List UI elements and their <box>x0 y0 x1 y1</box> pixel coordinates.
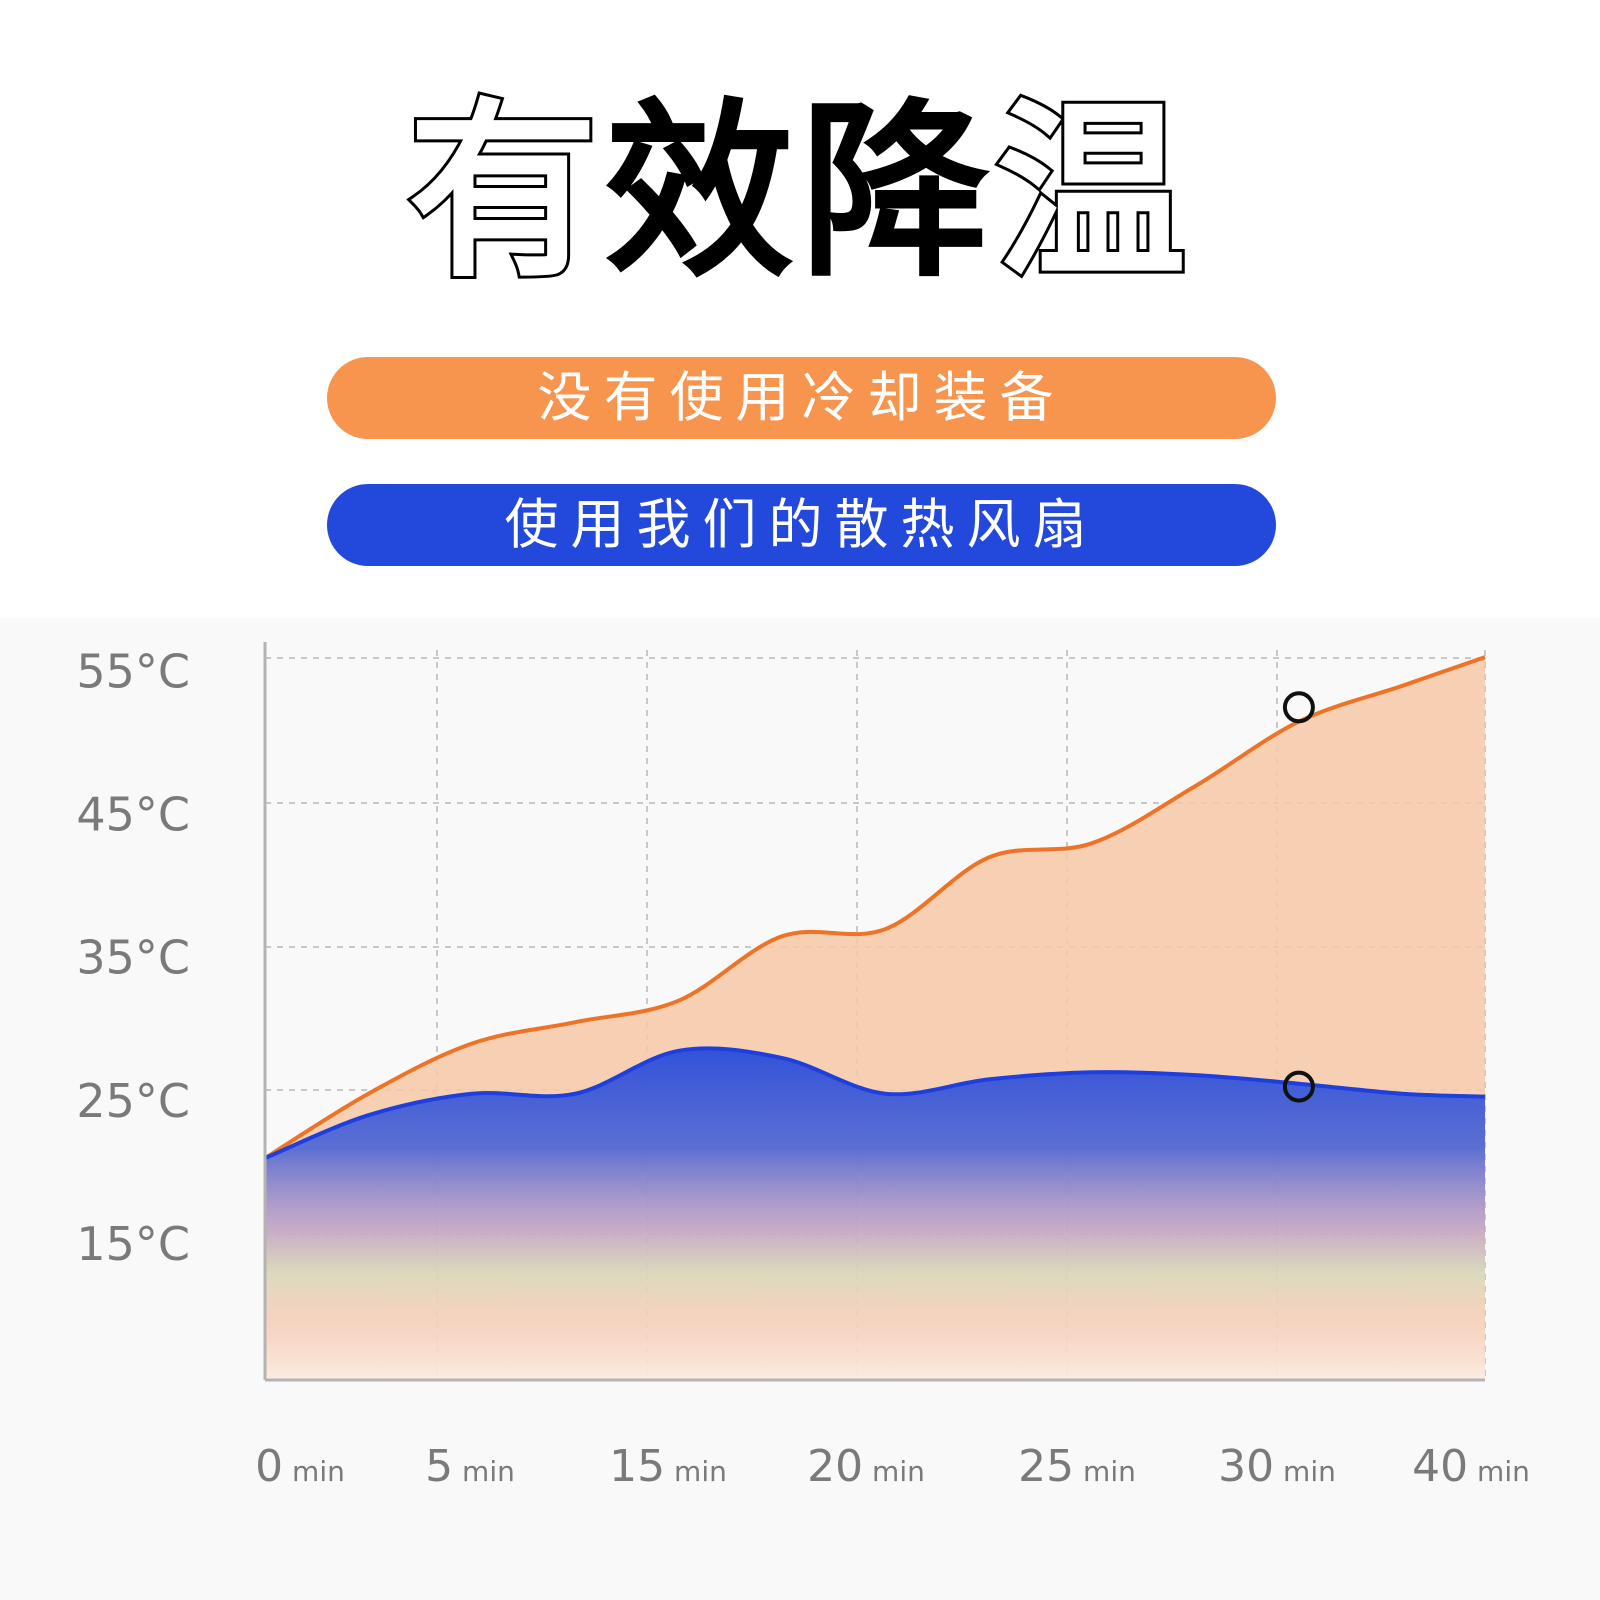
marker-point-0 <box>1282 691 1315 724</box>
legend-fan: 使用我们的散热风扇 <box>327 484 1276 566</box>
area-fan <box>265 1048 1485 1380</box>
y-tick-label-0: 55°C <box>76 644 190 698</box>
line-fan <box>264 1046 1486 1160</box>
chart-tick-labels: 55°C 45°C 35°C 25°C 15°C 0 min 5 min 15 min 20 m… <box>76 644 1530 1492</box>
page-title: 有效降温 <box>0 85 1600 301</box>
y-tick-label-1: 45°C <box>76 788 190 842</box>
title-char-1: 有 <box>405 82 604 303</box>
chart-areas <box>263 655 1486 1380</box>
x-tick-label-6: 40 min <box>1412 1441 1530 1492</box>
line-no-cooling <box>263 655 1486 1160</box>
title-char-4: 温 <box>993 82 1193 303</box>
x-tick-label-4: 25 min <box>1018 1441 1136 1492</box>
x-tick-label-0: 0 min <box>255 1441 345 1492</box>
x-tick-label-3: 20 min <box>807 1441 925 1492</box>
marker-point-1 <box>1282 1070 1315 1103</box>
y-tick-label-3: 25°C <box>76 1074 190 1128</box>
title-char-3: 降 <box>800 82 997 303</box>
x-tick-label-2: 15 min <box>609 1441 727 1492</box>
y-tick-label-4: 15°C <box>76 1217 190 1271</box>
chart-axes <box>263 642 1485 1382</box>
y-tick-label-2: 35°C <box>76 931 190 985</box>
legend-no-cooling: 没有使用冷却装备 <box>327 357 1276 439</box>
chart-markers <box>1282 691 1315 1103</box>
title-char-2: 效 <box>603 82 800 303</box>
x-tick-label-5: 30 min <box>1218 1441 1336 1492</box>
x-tick-label-1: 5 min <box>425 1441 515 1492</box>
